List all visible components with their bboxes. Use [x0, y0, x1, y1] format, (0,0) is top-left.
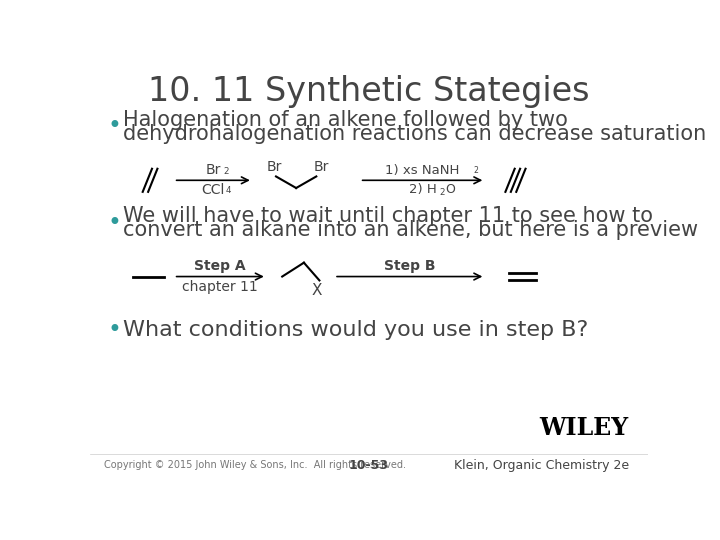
Text: Step B: Step B: [384, 259, 435, 273]
Text: X: X: [311, 283, 322, 298]
Text: •: •: [107, 211, 121, 235]
Text: $_2$: $_2$: [222, 164, 229, 177]
Text: convert an alkane into an alkene, but here is a preview: convert an alkane into an alkene, but he…: [122, 220, 698, 240]
Text: Halogenation of an alkene followed by two: Halogenation of an alkene followed by tw…: [122, 110, 567, 130]
Text: Br: Br: [205, 163, 221, 177]
Text: $_2$O: $_2$O: [438, 184, 456, 199]
Text: •: •: [107, 114, 121, 138]
Text: Klein, Organic Chemistry 2e: Klein, Organic Chemistry 2e: [454, 458, 629, 472]
Text: Copyright © 2015 John Wiley & Sons, Inc.  All rights reserved.: Copyright © 2015 John Wiley & Sons, Inc.…: [104, 460, 406, 470]
Text: Br: Br: [266, 160, 282, 174]
Text: 10. 11 Synthetic Stategies: 10. 11 Synthetic Stategies: [148, 75, 590, 108]
Text: Step A: Step A: [194, 259, 246, 273]
Text: We will have to wait until chapter 11 to see how to: We will have to wait until chapter 11 to…: [122, 206, 652, 226]
Text: dehydrohalogenation reactions can decrease saturation: dehydrohalogenation reactions can decrea…: [122, 124, 706, 144]
Text: •: •: [107, 319, 121, 342]
Text: What conditions would you use in step B?: What conditions would you use in step B?: [122, 320, 588, 340]
Text: WILEY: WILEY: [539, 416, 629, 440]
Text: CCl: CCl: [202, 184, 225, 198]
Text: $_4$: $_4$: [225, 184, 232, 197]
Text: 2) H: 2) H: [409, 184, 436, 197]
Text: chapter 11: chapter 11: [182, 280, 258, 294]
Text: 10-53: 10-53: [349, 458, 389, 472]
Text: Br: Br: [313, 160, 328, 174]
Text: 1) xs NaNH: 1) xs NaNH: [385, 164, 459, 177]
Text: $_2$: $_2$: [473, 165, 479, 177]
